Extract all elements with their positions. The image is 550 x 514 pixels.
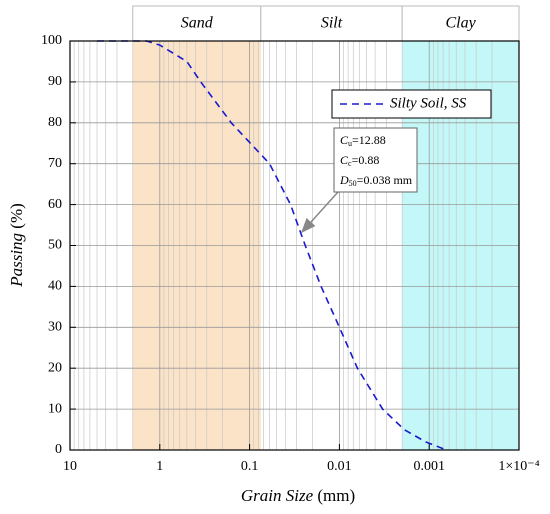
- y-tick-label: 70: [48, 156, 62, 171]
- x-tick-label: 1: [156, 459, 163, 474]
- annotation-part: C: [340, 153, 349, 167]
- zone-header: [401, 5, 520, 42]
- annotation-line: Cc=0.88: [340, 153, 379, 168]
- zone-label: Clay: [445, 15, 476, 32]
- zone-header: [132, 5, 262, 42]
- annotation-part: =0.038 mm: [357, 173, 413, 187]
- x-tick-label: 0.001: [413, 459, 445, 474]
- zone-header: [260, 5, 403, 42]
- zone-label: Sand: [181, 15, 214, 32]
- annotation-part: u: [348, 139, 352, 148]
- plot-frame: [69, 40, 520, 451]
- y-tick-label: 100: [41, 33, 62, 48]
- x-tick-label: 0.1: [241, 459, 259, 474]
- y-tick-label: 10: [48, 401, 62, 416]
- annotation-part: c: [348, 159, 352, 168]
- annotation-box: [333, 127, 418, 193]
- y-tick-label: 0: [55, 442, 62, 457]
- annotation-arrow: [300, 191, 339, 234]
- annotation-part: =12.88: [352, 133, 386, 147]
- y-tick-label: 30: [48, 320, 62, 335]
- x-tick-label: 1×10⁻⁴: [498, 459, 539, 474]
- x-tick-label: 0.01: [327, 459, 352, 474]
- y-tick-label: 80: [48, 115, 62, 130]
- legend: Silty Soil, SS: [331, 89, 492, 119]
- annotation-part: C: [340, 133, 349, 147]
- zone-label: Silt: [321, 15, 343, 32]
- annotation-part: =0.88: [352, 153, 380, 167]
- legend-label: Silty Soil, SS: [390, 95, 467, 111]
- data-line: [97, 40, 447, 451]
- annotation-part: D: [339, 173, 349, 187]
- y-tick-label: 90: [48, 74, 62, 89]
- y-tick-label: 40: [48, 279, 62, 294]
- annotation-line: Cu=12.88: [340, 133, 386, 148]
- y-tick-label: 60: [48, 197, 62, 212]
- y-tick-label: 50: [48, 238, 62, 253]
- annotation-part: 50: [349, 179, 357, 188]
- y-axis-label: Passing (%): [7, 203, 26, 288]
- x-axis-label: Grain Size (mm): [241, 486, 355, 505]
- annotation-line: D50=0.038 mm: [339, 173, 413, 188]
- x-tick-label: 10: [63, 459, 77, 474]
- y-tick-label: 20: [48, 360, 62, 375]
